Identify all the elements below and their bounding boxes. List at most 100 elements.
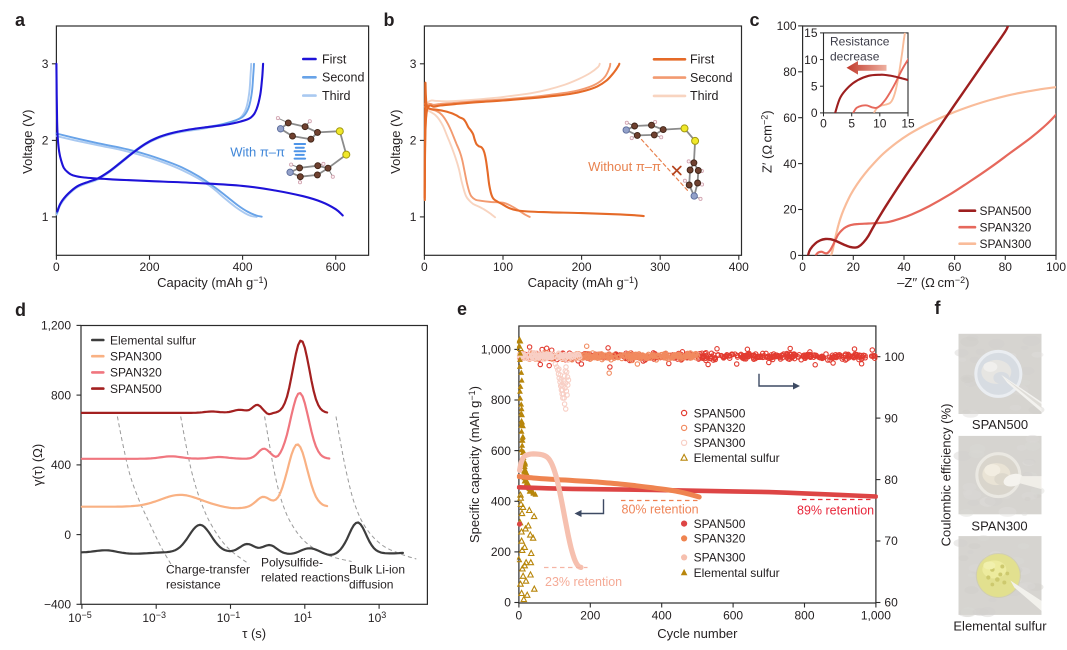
svg-text:5: 5 [811,79,818,93]
svg-text:1: 1 [410,210,417,224]
svg-text:With π–π: With π–π [230,145,285,160]
svg-text:Resistance: Resistance [830,35,890,49]
svg-text:89% retention: 89% retention [797,504,874,518]
svg-text:400: 400 [233,260,253,274]
svg-text:0: 0 [790,249,797,263]
svg-text:SPAN300: SPAN300 [980,237,1032,251]
svg-text:70: 70 [884,534,898,548]
svg-text:2: 2 [42,134,49,148]
svg-text:100: 100 [777,19,797,33]
svg-text:e: e [457,299,467,319]
svg-text:SPAN300: SPAN300 [971,519,1027,534]
svg-text:10−5: 10−5 [68,610,92,625]
svg-text:101: 101 [294,610,312,625]
svg-text:10: 10 [873,116,887,130]
svg-text:600: 600 [723,609,743,623]
svg-text:3: 3 [410,57,417,71]
svg-text:1,200: 1,200 [41,319,71,333]
svg-text:0: 0 [799,260,806,274]
svg-text:Second: Second [322,71,364,85]
svg-text:800: 800 [794,609,814,623]
svg-text:Elemental sulfur: Elemental sulfur [110,333,196,347]
svg-text:–Z′′ (Ω cm−2): –Z′′ (Ω cm−2) [897,275,969,290]
svg-text:80: 80 [999,260,1013,274]
svg-text:Elemental sulfur: Elemental sulfur [694,451,780,465]
svg-text:b: b [384,10,395,30]
svg-text:Without π–π: Without π–π [588,159,661,174]
svg-text:Voltage (V): Voltage (V) [20,110,35,174]
svg-text:Cycle number: Cycle number [657,626,738,641]
svg-text:1,000: 1,000 [481,343,511,357]
svg-text:First: First [322,52,347,66]
svg-text:100: 100 [884,350,904,364]
svg-text:Polysulfide-: Polysulfide- [261,556,323,570]
svg-text:80: 80 [884,473,898,487]
svg-text:3: 3 [42,57,49,71]
svg-text:300: 300 [650,260,670,274]
svg-text:200: 200 [139,260,159,274]
svg-text:400: 400 [491,495,511,509]
svg-text:5: 5 [848,116,855,130]
svg-text:0: 0 [516,609,523,623]
svg-text:Z′ (Ω cm−2): Z′ (Ω cm−2) [760,110,775,173]
svg-text:d: d [15,300,26,320]
svg-text:Third: Third [690,89,719,103]
svg-text:SPAN300: SPAN300 [694,436,746,450]
svg-text:SPAN300: SPAN300 [694,551,746,565]
svg-text:decrease: decrease [830,50,880,64]
svg-text:SPAN500: SPAN500 [694,517,746,531]
svg-text:40: 40 [897,260,911,274]
svg-text:Charge-transfer: Charge-transfer [166,563,250,577]
svg-text:800: 800 [51,388,71,402]
svg-text:Specific capacity (mAh g−1): Specific capacity (mAh g−1) [467,386,482,543]
svg-text:20: 20 [783,203,797,217]
svg-text:400: 400 [51,458,71,472]
svg-text:0: 0 [811,106,818,120]
svg-text:800: 800 [491,393,511,407]
svg-text:60: 60 [884,596,898,610]
svg-text:SPAN300: SPAN300 [110,350,162,364]
svg-text:c: c [750,10,760,30]
svg-text:90: 90 [884,411,898,425]
svg-text:200: 200 [580,609,600,623]
svg-text:resistance: resistance [166,578,221,592]
svg-text:2: 2 [410,134,417,148]
svg-text:0: 0 [421,260,428,274]
svg-text:Capacity (mAh g−1): Capacity (mAh g−1) [528,275,639,290]
svg-text:0: 0 [820,116,827,130]
svg-text:SPAN320: SPAN320 [694,532,746,546]
svg-text:a: a [15,10,26,30]
svg-text:100: 100 [1046,260,1066,274]
svg-text:Second: Second [690,71,732,85]
svg-text:400: 400 [652,609,672,623]
svg-text:−400: −400 [44,598,71,612]
svg-text:related reactions: related reactions [261,571,350,585]
svg-text:80: 80 [783,65,797,79]
svg-text:Voltage (V): Voltage (V) [388,110,403,174]
svg-text:Capacity (mAh g−1): Capacity (mAh g−1) [157,275,268,290]
svg-text:600: 600 [491,444,511,458]
svg-text:10−3: 10−3 [142,610,166,625]
svg-text:SPAN500: SPAN500 [972,417,1028,432]
svg-text:600: 600 [326,260,346,274]
svg-text:SPAN500: SPAN500 [980,204,1032,218]
svg-text:103: 103 [368,610,386,625]
svg-text:SPAN500: SPAN500 [110,382,162,396]
svg-text:First: First [690,53,715,67]
svg-text:Third: Third [322,89,351,103]
svg-text:40: 40 [783,157,797,171]
svg-text:0: 0 [504,596,511,610]
svg-text:SPAN320: SPAN320 [694,421,746,435]
svg-text:Elemental sulfur: Elemental sulfur [694,566,780,580]
svg-text:SPAN320: SPAN320 [110,366,162,380]
svg-text:20: 20 [847,260,861,274]
svg-text:diffusion: diffusion [349,578,393,592]
svg-text:SPAN320: SPAN320 [980,221,1032,235]
svg-text:400: 400 [729,260,749,274]
svg-text:100: 100 [493,260,513,274]
svg-text:Coulombic efficiency (%): Coulombic efficiency (%) [939,404,954,547]
svg-text:0: 0 [53,260,60,274]
svg-text:80% retention: 80% retention [622,503,699,517]
svg-text:SPAN500: SPAN500 [694,406,746,420]
svg-text:10−1: 10−1 [217,610,241,625]
